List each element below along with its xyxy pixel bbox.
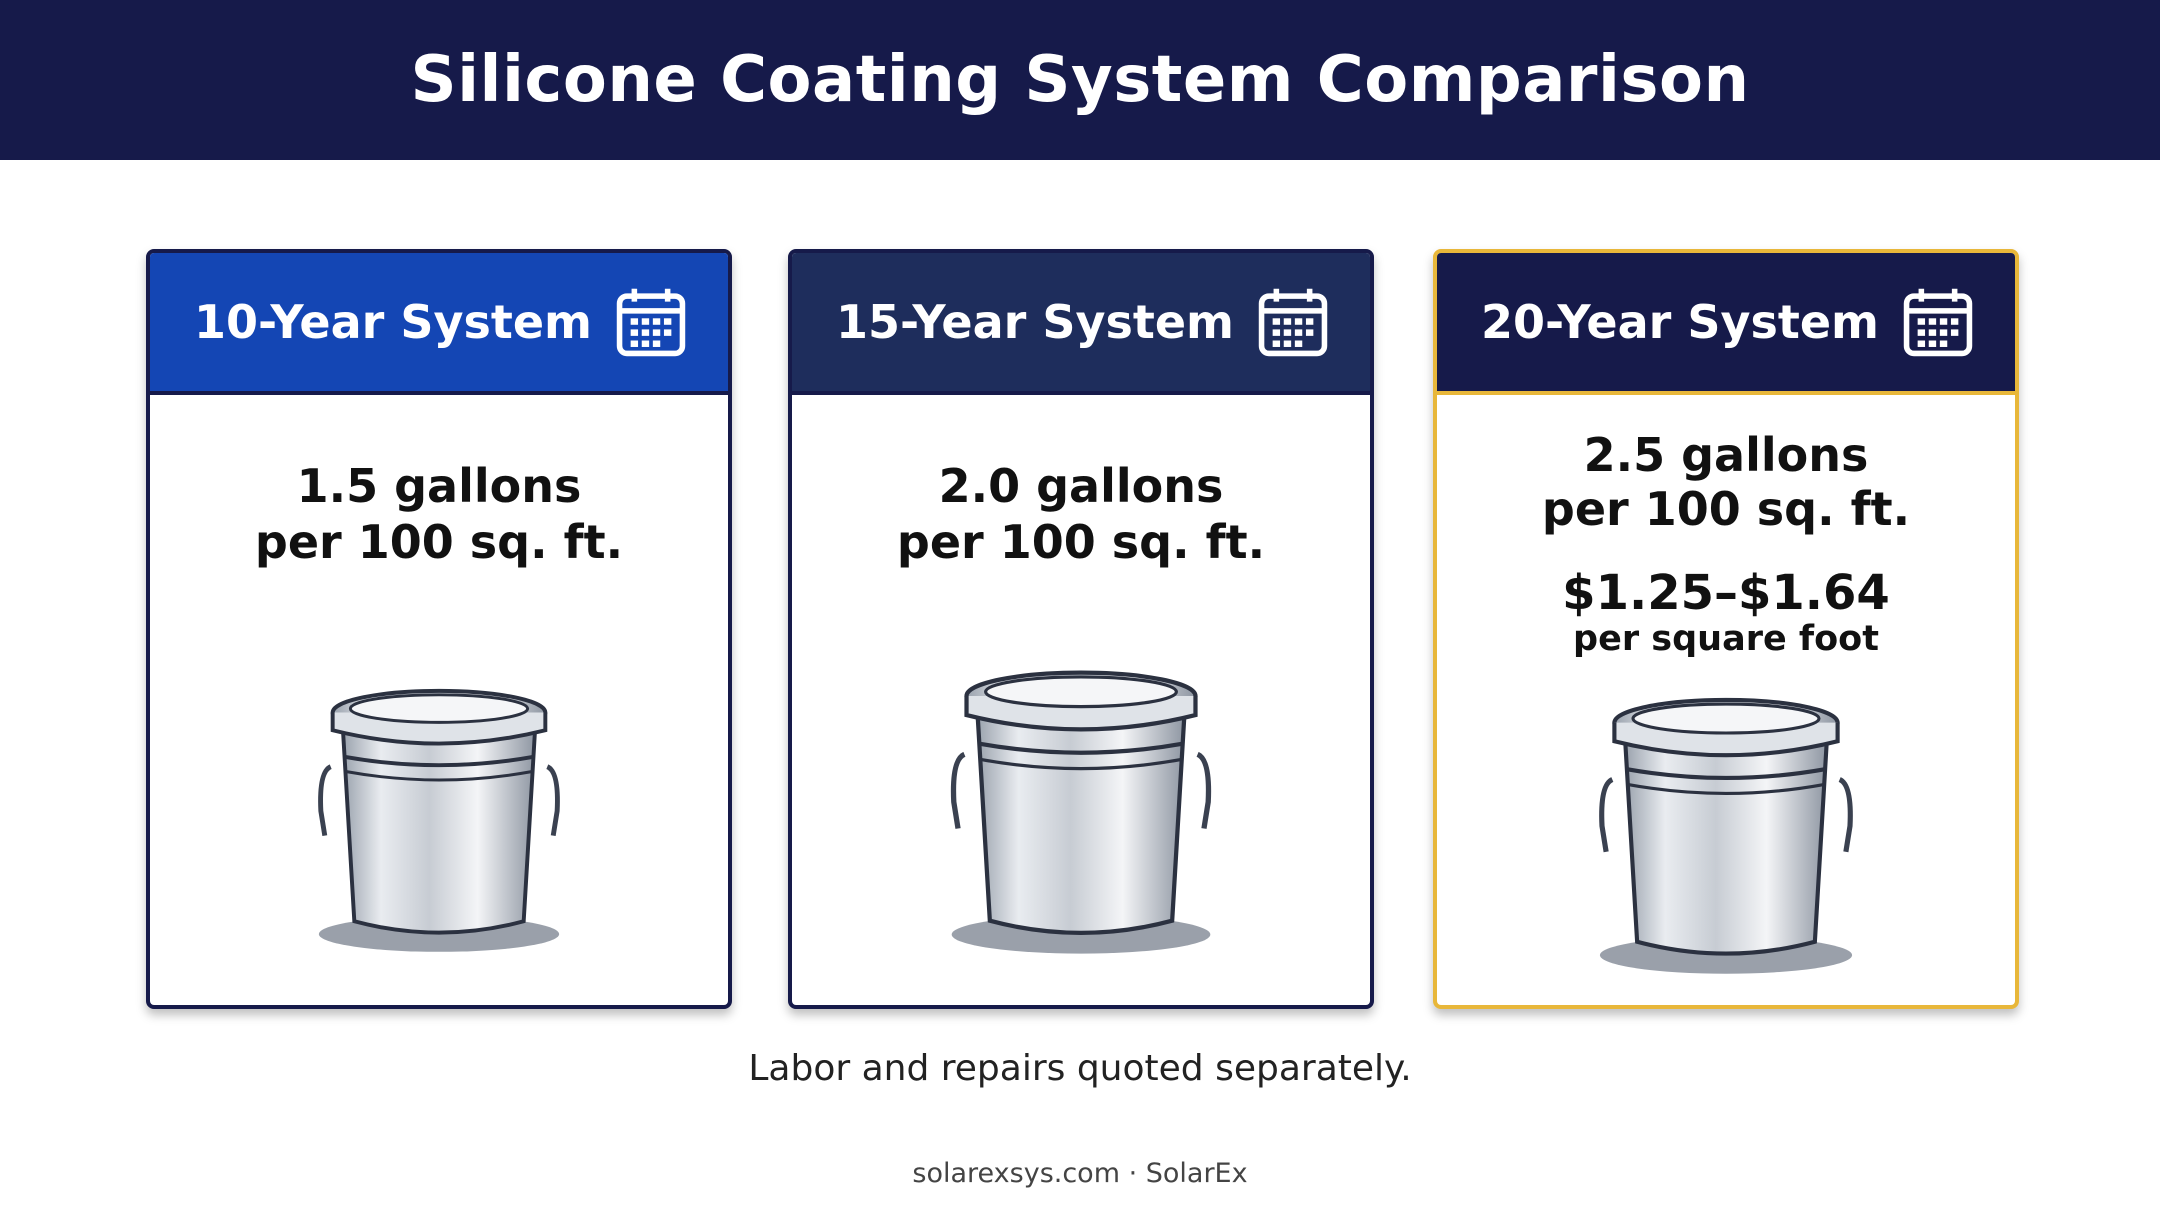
note: Labor and repairs quoted separately. [748, 1048, 1412, 1089]
card-title: 20-Year System [1481, 295, 1879, 349]
card-title: 10-Year System [194, 295, 592, 349]
title: Silicone Coating System Comparison [410, 43, 1750, 117]
pail-image [1581, 671, 1871, 981]
coverage: per 100 sq. ft. [254, 515, 624, 569]
header: Silicone Coating System Comparison [0, 0, 2160, 160]
source: solarexsys.com · SolarEx [912, 1158, 1248, 1189]
card-header: 20-Year System [1437, 253, 2015, 395]
card-header: 15-Year System [792, 253, 1370, 395]
pail-image [311, 663, 567, 959]
card: 15-Year System 2.0 gallons per 100 sq. f… [788, 249, 1374, 1009]
coverage: per 100 sq. ft. [896, 515, 1266, 569]
card-title: 15-Year System [836, 295, 1234, 349]
card-header: 10-Year System [150, 253, 728, 395]
price-unit: per square foot [1573, 619, 1879, 659]
amount: 2.0 gallons [938, 459, 1224, 513]
coverage: per 100 sq. ft. [1541, 482, 1911, 536]
card: 10-Year System 1.5 gallons per 100 sq. f… [146, 249, 732, 1009]
calendar-icon [1901, 285, 1975, 359]
price: $1.25–$1.64 [1562, 565, 1890, 621]
amount: 1.5 gallons [296, 459, 582, 513]
amount: 2.5 gallons [1583, 428, 1869, 482]
pail-image [943, 643, 1219, 961]
calendar-icon [1256, 285, 1330, 359]
calendar-icon [614, 285, 688, 359]
card: 20-Year System 2.5 gallons per 100 sq. f… [1433, 249, 2019, 1009]
